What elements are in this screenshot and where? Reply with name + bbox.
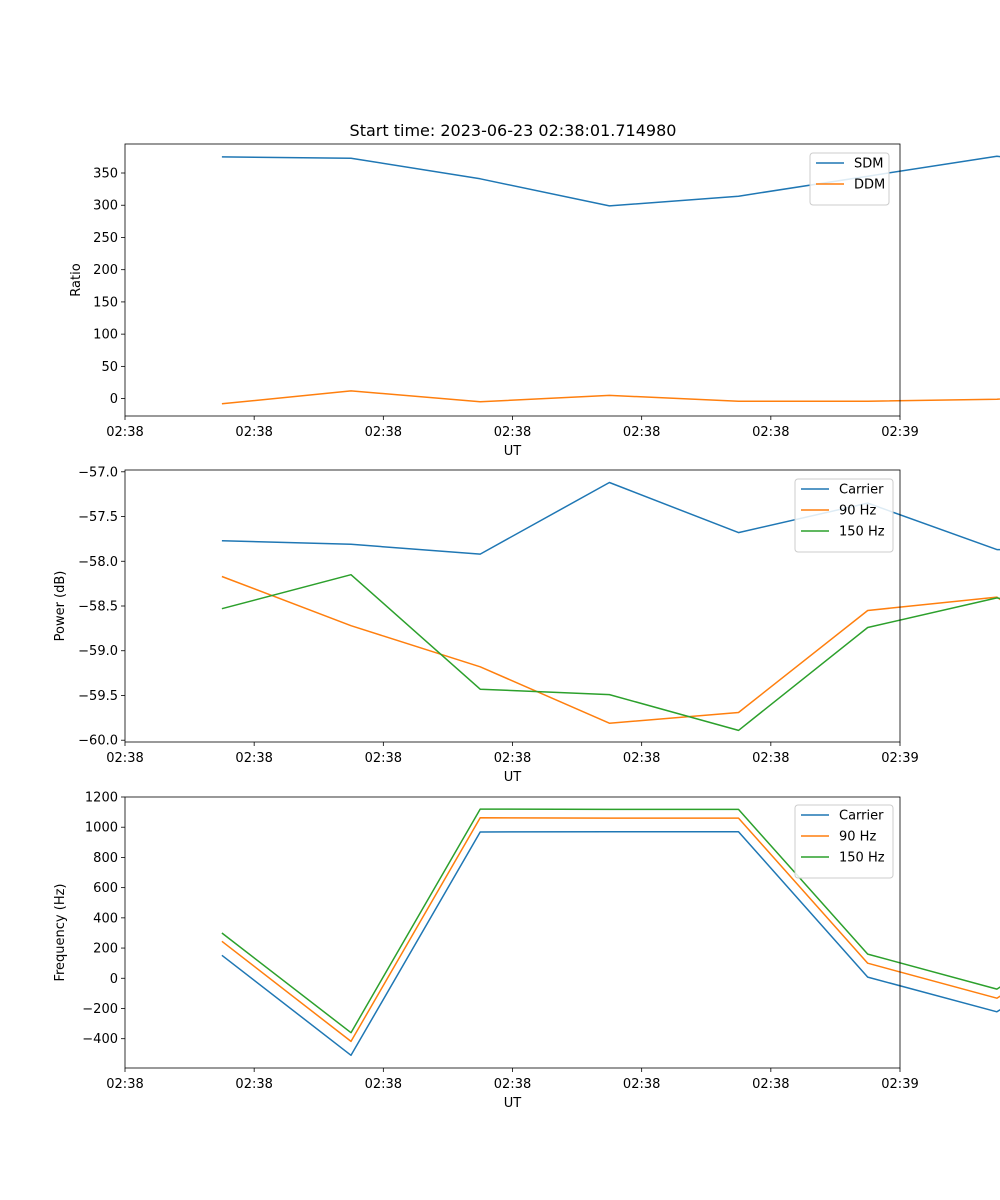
power-series-150-hz [221, 573, 1000, 732]
frequency-y-tick-label: 1200 [85, 791, 118, 806]
power-y-tick-label: −57.0 [78, 465, 118, 480]
figure-title: Start time: 2023-06-23 02:38:01.714980 [350, 121, 677, 140]
frequency-panel: 02:38 02:38 02:38 02:38 02:38 02:38 02:39 −400 −… [53, 791, 1000, 1111]
frequency-legend-label-carrier: Carrier [839, 809, 884, 824]
frequency-y-tick-label: 1000 [85, 821, 118, 836]
frequency-y-tick-label: 600 [93, 881, 118, 896]
frequency-x-tick-label: 02:38 [623, 1077, 660, 1092]
ratio-y-tick-label: 350 [93, 167, 118, 182]
ratio-y-axis-label: Ratio [69, 263, 84, 296]
ratio-y-tick-label: 300 [93, 199, 118, 214]
frequency-y-tick-label: −200 [82, 1002, 118, 1017]
frequency-x-tick-label: 02:38 [235, 1077, 272, 1092]
ratio-x-tick-label: 02:38 [106, 425, 143, 440]
frequency-series-carrier [221, 830, 1000, 1057]
frequency-x-tick-label: 02:39 [881, 1077, 918, 1092]
ratio-panel: 02:38 02:38 02:38 02:38 02:38 02:38 02:39 0 50 10… [69, 143, 1000, 459]
ratio-series-ddm [221, 390, 1000, 405]
ratio-y-tick-label: 50 [101, 360, 118, 375]
frequency-y-axis-label: Frequency (Hz) [53, 883, 68, 981]
ratio-legend-label-ddm: DDM [854, 178, 885, 193]
frequency-x-tick-label: 02:38 [752, 1077, 789, 1092]
power-x-tick-label: 02:38 [235, 751, 272, 766]
ratio-x-tick-label: 02:38 [365, 425, 402, 440]
ratio-axes-frame [124, 143, 901, 417]
ratio-y-tick-label: 200 [93, 263, 118, 278]
power-series-carrier [221, 481, 1000, 555]
power-y-axis-label: Power (dB) [53, 571, 68, 642]
power-y-tick-label: −59.0 [78, 644, 118, 659]
frequency-y-tick-label: 200 [93, 942, 118, 957]
frequency-axes-frame [124, 796, 901, 1069]
frequency-legend [794, 804, 894, 879]
power-legend-label-90-hz: 90 Hz [839, 504, 876, 519]
ratio-legend [809, 152, 890, 206]
power-legend [794, 478, 894, 553]
power-y-tick-label: −57.5 [78, 510, 118, 525]
ratio-x-tick-label: 02:38 [623, 425, 660, 440]
power-y-tick-label: −60.0 [78, 734, 118, 749]
frequency-legend-label-90-hz: 90 Hz [839, 830, 876, 845]
frequency-x-tick-label: 02:38 [494, 1077, 531, 1092]
frequency-x-axis-label: UT [504, 1096, 522, 1111]
power-x-tick-label: 02:38 [623, 751, 660, 766]
power-y-tick-label: −59.5 [78, 689, 118, 704]
frequency-x-tick-label: 02:38 [365, 1077, 402, 1092]
ratio-x-tick-label: 02:38 [752, 425, 789, 440]
ratio-y-tick-label: 150 [93, 295, 118, 310]
ratio-series-sdm [221, 155, 1000, 207]
power-x-tick-label: 02:39 [881, 751, 918, 766]
frequency-y-tick-label: 800 [93, 851, 118, 866]
ratio-y-tick-label: 100 [93, 328, 118, 343]
power-panel: 02:38 02:38 02:38 02:38 02:38 02:38 02:39 −60.0… [53, 465, 1000, 785]
power-x-tick-label: 02:38 [106, 751, 143, 766]
ratio-x-tick-label: 02:38 [494, 425, 531, 440]
power-x-tick-label: 02:38 [752, 751, 789, 766]
power-series-90-hz [221, 575, 1000, 724]
power-legend-label-carrier: Carrier [839, 483, 884, 498]
ratio-y-tick-label: 250 [93, 231, 118, 246]
ratio-x-axis-label: UT [504, 444, 522, 459]
power-axes-frame [124, 469, 901, 743]
ratio-x-tick-label: 02:38 [235, 425, 272, 440]
frequency-x-tick-label: 02:38 [106, 1077, 143, 1092]
power-x-tick-label: 02:38 [494, 751, 531, 766]
frequency-y-tick-label: −400 [82, 1032, 118, 1047]
power-y-tick-label: −58.5 [78, 600, 118, 615]
power-x-axis-label: UT [504, 770, 522, 785]
power-legend-label-150-hz: 150 Hz [839, 525, 885, 540]
frequency-y-tick-label: 0 [110, 972, 118, 987]
frequency-series-90-hz [221, 817, 1000, 1043]
ratio-x-tick-label: 02:39 [881, 425, 918, 440]
power-y-tick-label: −58.0 [78, 555, 118, 570]
frequency-series-150-hz [221, 808, 1000, 1034]
power-x-tick-label: 02:38 [365, 751, 402, 766]
frequency-legend-label-150-hz: 150 Hz [839, 851, 885, 866]
ratio-y-tick-label: 0 [110, 392, 118, 407]
frequency-y-tick-label: 400 [93, 911, 118, 926]
ratio-legend-label-sdm: SDM [854, 157, 883, 172]
